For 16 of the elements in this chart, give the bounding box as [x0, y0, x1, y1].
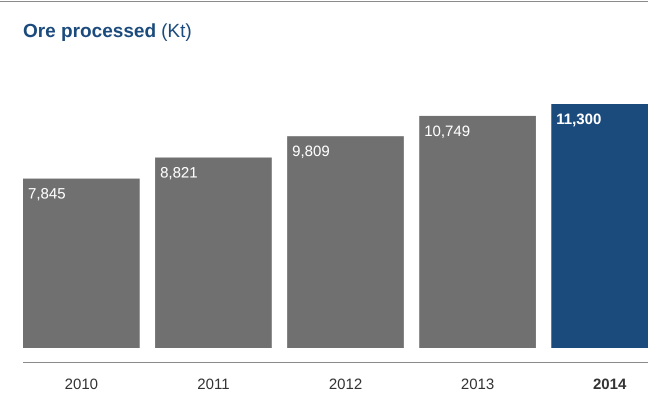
x-tick-label: 2013 — [460, 376, 494, 393]
bar — [155, 158, 272, 348]
x-tick-label: 2010 — [64, 376, 98, 393]
x-tick-label: 2014 — [592, 376, 627, 393]
x-tick-label: 2011 — [197, 376, 230, 393]
bar — [419, 116, 536, 348]
data-label: 9,809 — [292, 143, 330, 160]
x-tick-label: 2012 — [328, 376, 362, 393]
data-label: 10,749 — [424, 122, 470, 140]
data-label: 7,845 — [28, 186, 66, 203]
chart-title: Ore processed — [23, 21, 156, 42]
bar — [23, 178, 140, 348]
bar — [287, 136, 404, 348]
data-label: 8,821 — [160, 164, 198, 182]
data-label: 11,300 — [556, 111, 602, 128]
chart-subtitle: (Kt) — [161, 21, 192, 42]
